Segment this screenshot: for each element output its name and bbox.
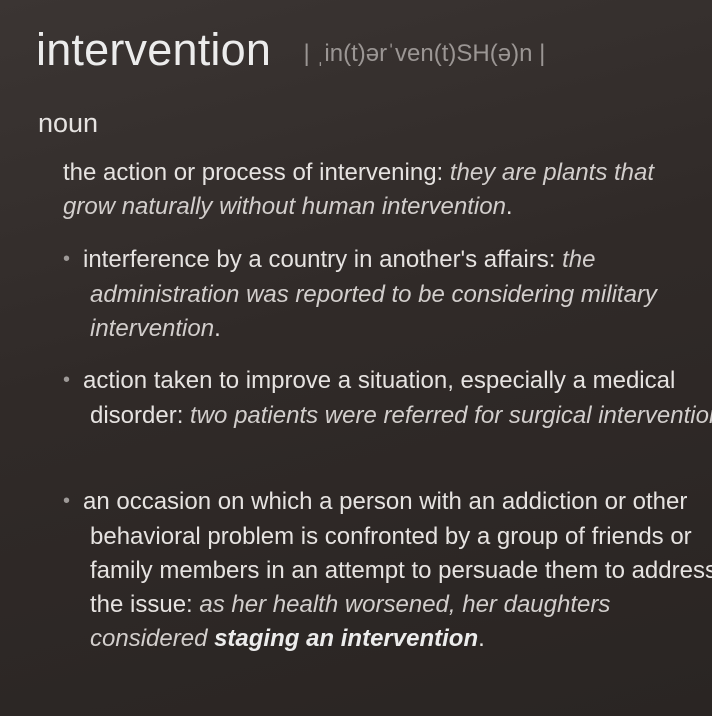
bullet-icon: • bbox=[63, 369, 71, 391]
example-emphasis: staging an intervention bbox=[214, 625, 479, 652]
pronunciation: | ˌin(t)ərˈven(t)SH(ə)n | bbox=[303, 40, 546, 67]
subsense-item: • interference by a country in another's … bbox=[63, 243, 712, 346]
definition-text: interference by a country in another's a… bbox=[83, 246, 563, 273]
part-of-speech: noun bbox=[38, 108, 99, 138]
entry-header: intervention | ˌin(t)ərˈven(t)SH(ə)n | bbox=[36, 24, 545, 76]
bullet-icon: • bbox=[63, 490, 71, 512]
sense-end: . bbox=[214, 315, 221, 342]
sense-end: . bbox=[505, 193, 513, 220]
definition-text: an occasion on which a person with an ad… bbox=[83, 488, 712, 618]
example-text: they are plants that grow naturally with… bbox=[63, 159, 655, 220]
sense-end: . bbox=[478, 625, 485, 652]
definition-text: the action or process of intervening: bbox=[63, 159, 450, 186]
example-text: the administration was reported to be co… bbox=[90, 246, 657, 342]
headword: intervention bbox=[36, 24, 272, 75]
sense-definition: the action or process of intervening: th… bbox=[63, 156, 703, 224]
example-text: as her health worsened, her daughters co… bbox=[90, 591, 611, 652]
example-text: two patients were referred for surgical … bbox=[190, 402, 712, 429]
bullet-icon: • bbox=[63, 248, 71, 270]
definition-text: action taken to improve a situation, esp… bbox=[83, 367, 676, 429]
subsense-item: • an occasion on which a person with an a… bbox=[63, 485, 712, 656]
subsense-item: • action taken to improve a situation, es… bbox=[63, 364, 712, 433]
